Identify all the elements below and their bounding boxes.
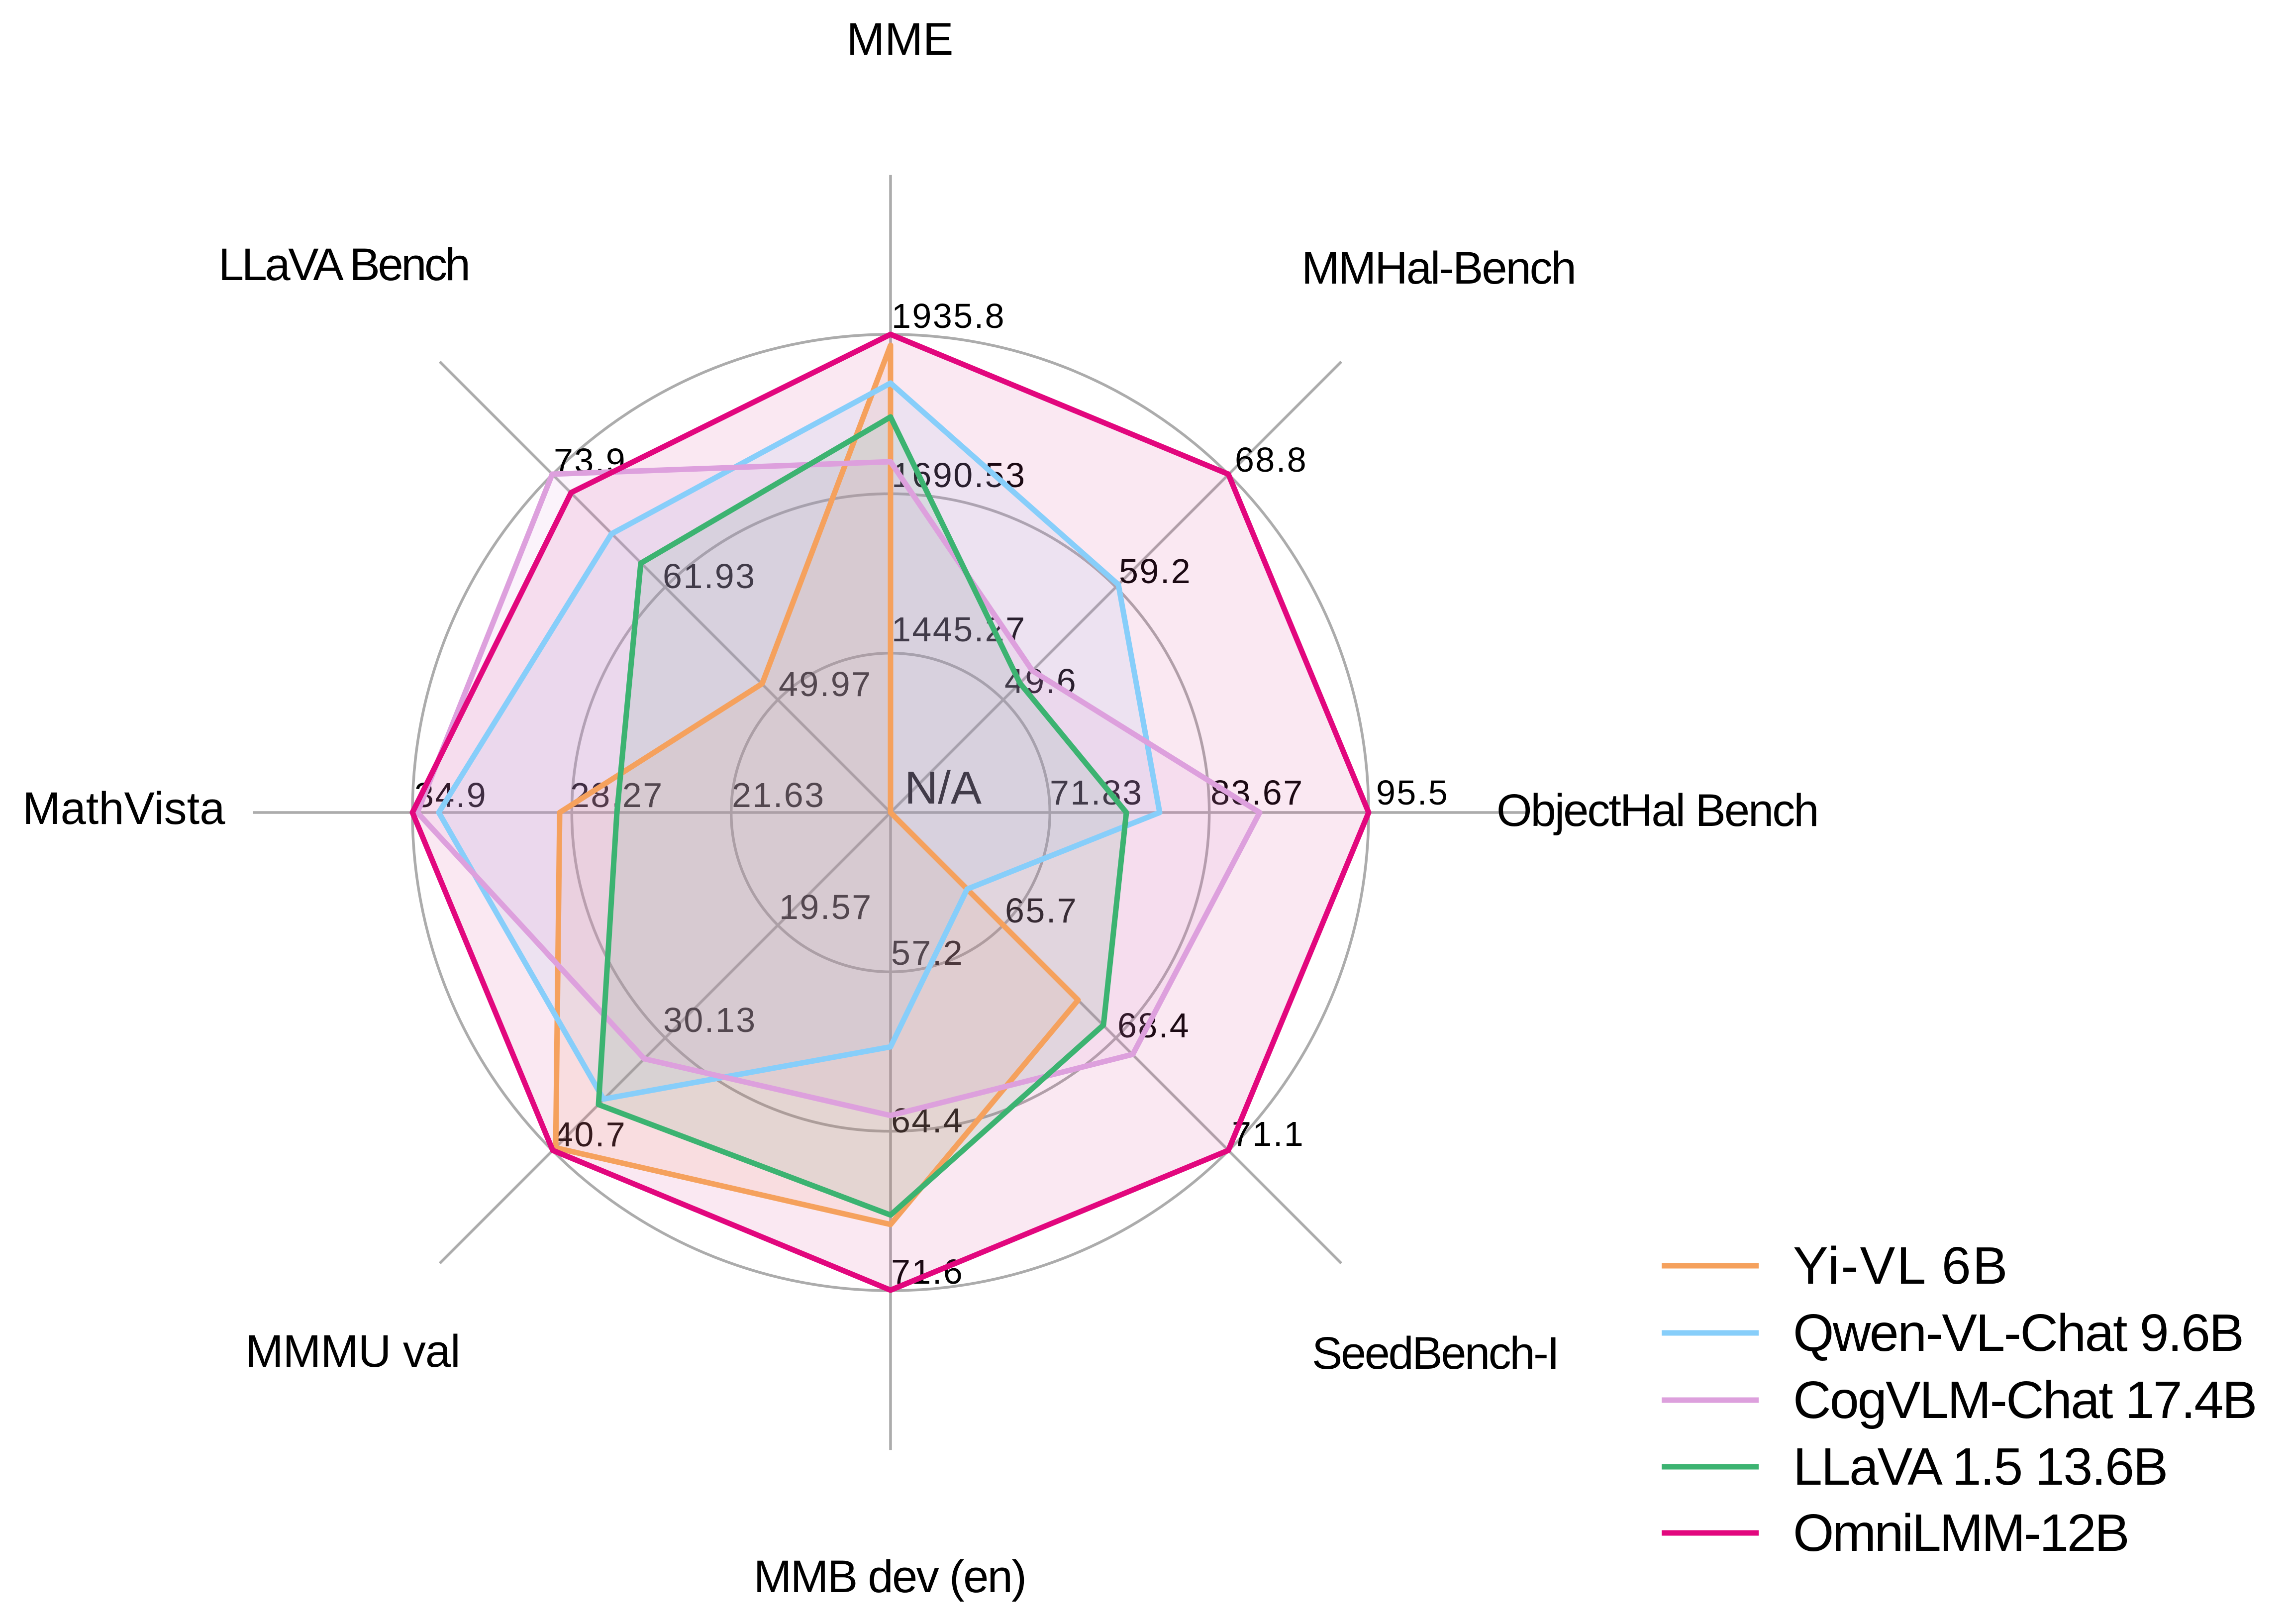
svg-text:MME: MME (847, 14, 954, 65)
svg-text:71.1: 71.1 (1232, 1115, 1304, 1153)
svg-text:1935.8: 1935.8 (892, 297, 1005, 335)
svg-text:19.57: 19.57 (779, 888, 873, 926)
svg-text:CogVLM-Chat 17.4B: CogVLM-Chat 17.4B (1793, 1371, 2256, 1429)
svg-text:68.8: 68.8 (1235, 440, 1307, 479)
svg-text:MMMU val: MMMU val (245, 1326, 460, 1377)
svg-text:SeedBench-I: SeedBench-I (1312, 1328, 1558, 1379)
svg-text:MathVista: MathVista (22, 783, 225, 834)
svg-text:30.13: 30.13 (663, 1001, 757, 1039)
svg-text:ObjectHal Bench: ObjectHal Bench (1496, 785, 1817, 836)
svg-text:LLaVA Bench: LLaVA Bench (218, 239, 468, 290)
svg-text:LLaVA 1.5 13.6B: LLaVA 1.5 13.6B (1793, 1437, 2167, 1496)
svg-text:Yi-VL 6B: Yi-VL 6B (1793, 1236, 2009, 1295)
svg-text:65.7: 65.7 (1005, 891, 1078, 930)
svg-text:N/A: N/A (904, 762, 982, 813)
svg-text:MMHal-Bench: MMHal-Bench (1301, 243, 1575, 294)
svg-text:Qwen-VL-Chat 9.6B: Qwen-VL-Chat 9.6B (1793, 1304, 2243, 1362)
svg-text:49.97: 49.97 (779, 665, 872, 704)
svg-text:95.5: 95.5 (1376, 773, 1449, 812)
svg-text:OmniLMM-12B: OmniLMM-12B (1793, 1504, 2128, 1562)
svg-text:61.93: 61.93 (663, 557, 756, 596)
svg-text:57.2: 57.2 (891, 933, 964, 972)
svg-text:59.2: 59.2 (1119, 552, 1192, 591)
svg-text:21.63: 21.63 (732, 776, 825, 814)
svg-text:MMB dev (en): MMB dev (en) (754, 1551, 1026, 1602)
